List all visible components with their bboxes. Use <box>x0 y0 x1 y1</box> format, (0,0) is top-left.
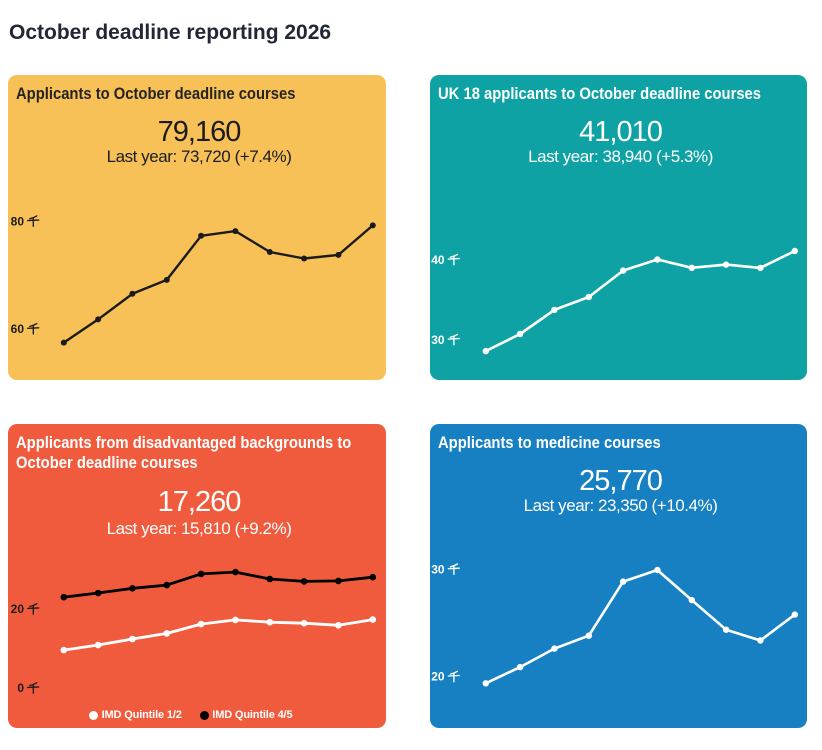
svg-text:30: 30 <box>431 333 445 347</box>
svg-text:20: 20 <box>431 670 445 684</box>
svg-text:0: 0 <box>17 681 24 695</box>
svg-text:60: 60 <box>11 322 25 336</box>
svg-text:20: 20 <box>11 602 25 616</box>
svg-text:40: 40 <box>431 253 445 267</box>
svg-text:30: 30 <box>431 562 445 576</box>
svg-text:80: 80 <box>11 214 25 228</box>
